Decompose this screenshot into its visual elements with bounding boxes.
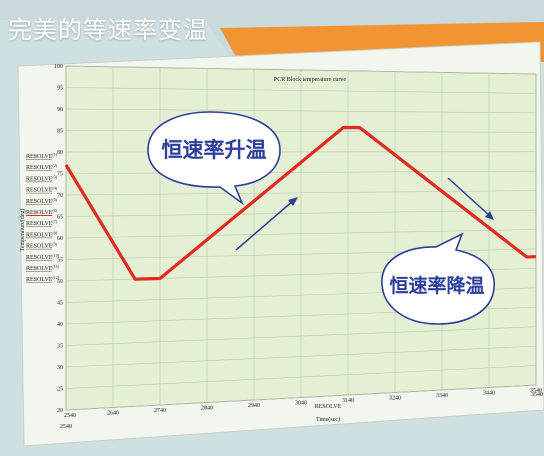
y-tick-label: 40 bbox=[57, 322, 63, 328]
legend-entry: RESOLVE(2) bbox=[26, 163, 58, 171]
x-tick-label: 3440 bbox=[483, 391, 495, 397]
y-tick-label: 50 bbox=[57, 279, 63, 285]
series-line bbox=[64, 125, 537, 281]
y-tick-label: 20 bbox=[57, 408, 63, 414]
legend-entry: RESOLVE(9) bbox=[26, 242, 58, 250]
y-tick-label: 30 bbox=[57, 365, 63, 371]
x-tick-label: 3540 bbox=[530, 388, 542, 394]
chart-title: PCR Block temperature curve bbox=[274, 77, 346, 83]
y-tick-label: 85 bbox=[57, 129, 63, 135]
y-tick-label: 65 bbox=[57, 215, 63, 221]
y-tick-label: 70 bbox=[57, 193, 63, 199]
legend-entry: RESOLVE(11) bbox=[26, 264, 60, 272]
y-tick-label: 95 bbox=[57, 86, 63, 92]
y-tick-label: 80 bbox=[57, 150, 63, 156]
y-tick-label: 35 bbox=[57, 344, 63, 350]
x-extra-label-start: 2540 bbox=[60, 424, 72, 430]
y-tick-label: 55 bbox=[57, 258, 63, 264]
x-axis-ticks: 2540 2640 2740 2840 2940 3040 3140 3240 3340 3440… bbox=[64, 388, 542, 419]
bubble-text-cooling: 恒速率降温 bbox=[389, 274, 484, 297]
legend-entry: RESOLVE(7) bbox=[26, 219, 58, 227]
x-tick-label: 2940 bbox=[248, 403, 260, 409]
x-tick-label: 2640 bbox=[107, 411, 119, 417]
bubble-text-heating: 恒速率升温 bbox=[162, 138, 267, 162]
speech-bubble-heating: 恒速率升温 bbox=[147, 111, 281, 206]
x-tick-label: 2740 bbox=[154, 408, 166, 414]
y-tick-label: 90 bbox=[57, 107, 63, 113]
legend-entry: RESOLVE(12) bbox=[26, 275, 60, 283]
x-tick-label: 3240 bbox=[389, 396, 401, 402]
y-axis-label: Temperature(deg) bbox=[19, 209, 26, 252]
x-extra-label-end: 3540 bbox=[531, 392, 543, 398]
x-tick-label: 3140 bbox=[342, 398, 354, 404]
page-title: 完美的等速率变温 bbox=[8, 16, 208, 44]
down-arrow-icon bbox=[447, 177, 494, 220]
y-axis-ticks: 20 25 30 35 40 45 50 55 60 65 70 75 80 85 90 95 100 bbox=[54, 64, 63, 414]
grid-lines bbox=[65, 65, 537, 411]
legend: RESOLVE(1) RESOLVE(2) RESOLVE(3) RESOLVE(4)… bbox=[26, 152, 60, 283]
y-tick-label: 45 bbox=[57, 301, 63, 307]
y-tick-label: 25 bbox=[57, 387, 63, 393]
up-arrow-icon bbox=[235, 197, 298, 251]
legend-entry: RESOLVE(1) bbox=[26, 152, 58, 160]
x-axis-mid-label: RESOLVE bbox=[315, 404, 342, 410]
x-tick-label: 3040 bbox=[295, 401, 307, 407]
x-tick-label: 2540 bbox=[64, 413, 76, 419]
legend-entry: RESOLVE(10) bbox=[26, 253, 60, 261]
legend-entry: RESOLVE(3) bbox=[26, 174, 58, 182]
y-tick-label: 60 bbox=[57, 236, 63, 242]
y-tick-label: 75 bbox=[57, 172, 63, 178]
x-tick-label: 3340 bbox=[436, 393, 448, 399]
legend-entry: RESOLVE(8) bbox=[26, 230, 58, 238]
legend-entry: RESOLVE(6) bbox=[26, 208, 58, 216]
x-tick-label: 2840 bbox=[201, 406, 213, 412]
x-axis-label: Time(sec) bbox=[316, 416, 340, 423]
y-tick-label: 100 bbox=[54, 64, 63, 70]
legend-entry: RESOLVE(5) bbox=[26, 197, 58, 205]
speech-bubble-cooling: 恒速率降温 bbox=[381, 232, 495, 325]
legend-entry: RESOLVE(4) bbox=[26, 186, 58, 194]
